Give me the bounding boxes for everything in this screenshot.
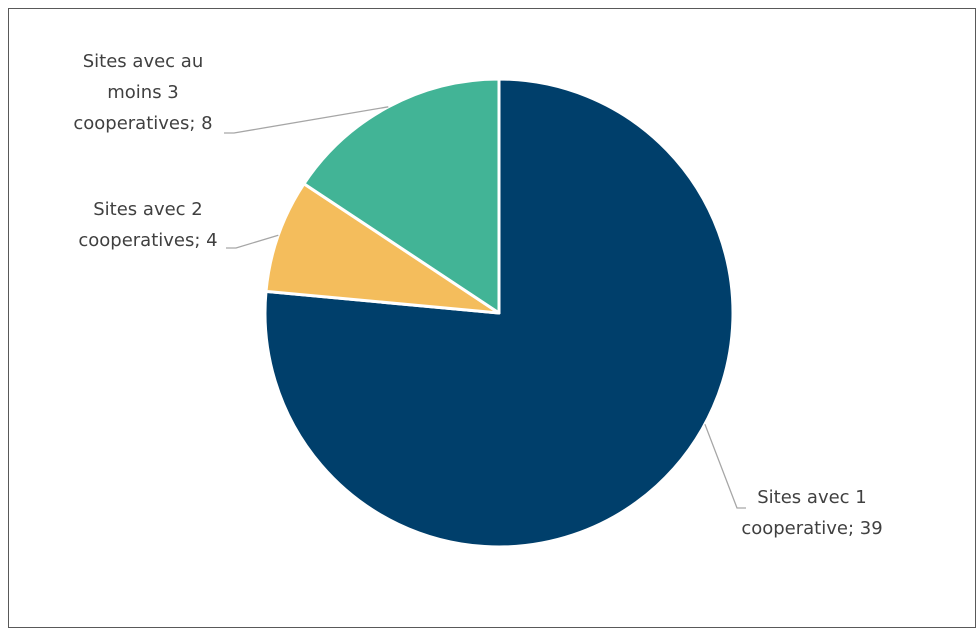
data-label-line: Sites avec au [83,51,203,72]
pie-slices [263,77,735,549]
data-label-line: moins 3 [107,82,179,103]
data-label-1: Sites avec 1 cooperative; 39 [741,487,882,539]
data-label-3: Sites avec au moins 3 cooperatives; 8 [73,51,212,134]
data-label-line: Sites avec 1 [757,487,867,508]
data-labels: Sites avec 1 cooperative; 39 Sites avec 2 c… [73,51,882,539]
data-label-line: cooperatives; 8 [73,113,212,134]
pie-slice-3 [302,77,501,315]
data-label-line: cooperatives; 4 [78,230,217,251]
leader-line-1 [704,423,746,509]
data-label-line: Sites avec 2 [93,199,203,220]
leader-line-3 [224,106,389,134]
leader-lines [224,106,746,509]
leader-line-2 [226,234,279,249]
data-label-line: cooperative; 39 [741,518,882,539]
pie-chart: Sites avec 1 cooperative; 39 Sites avec 2 c… [73,51,883,549]
data-label-2: Sites avec 2 cooperatives; 4 [78,199,217,251]
